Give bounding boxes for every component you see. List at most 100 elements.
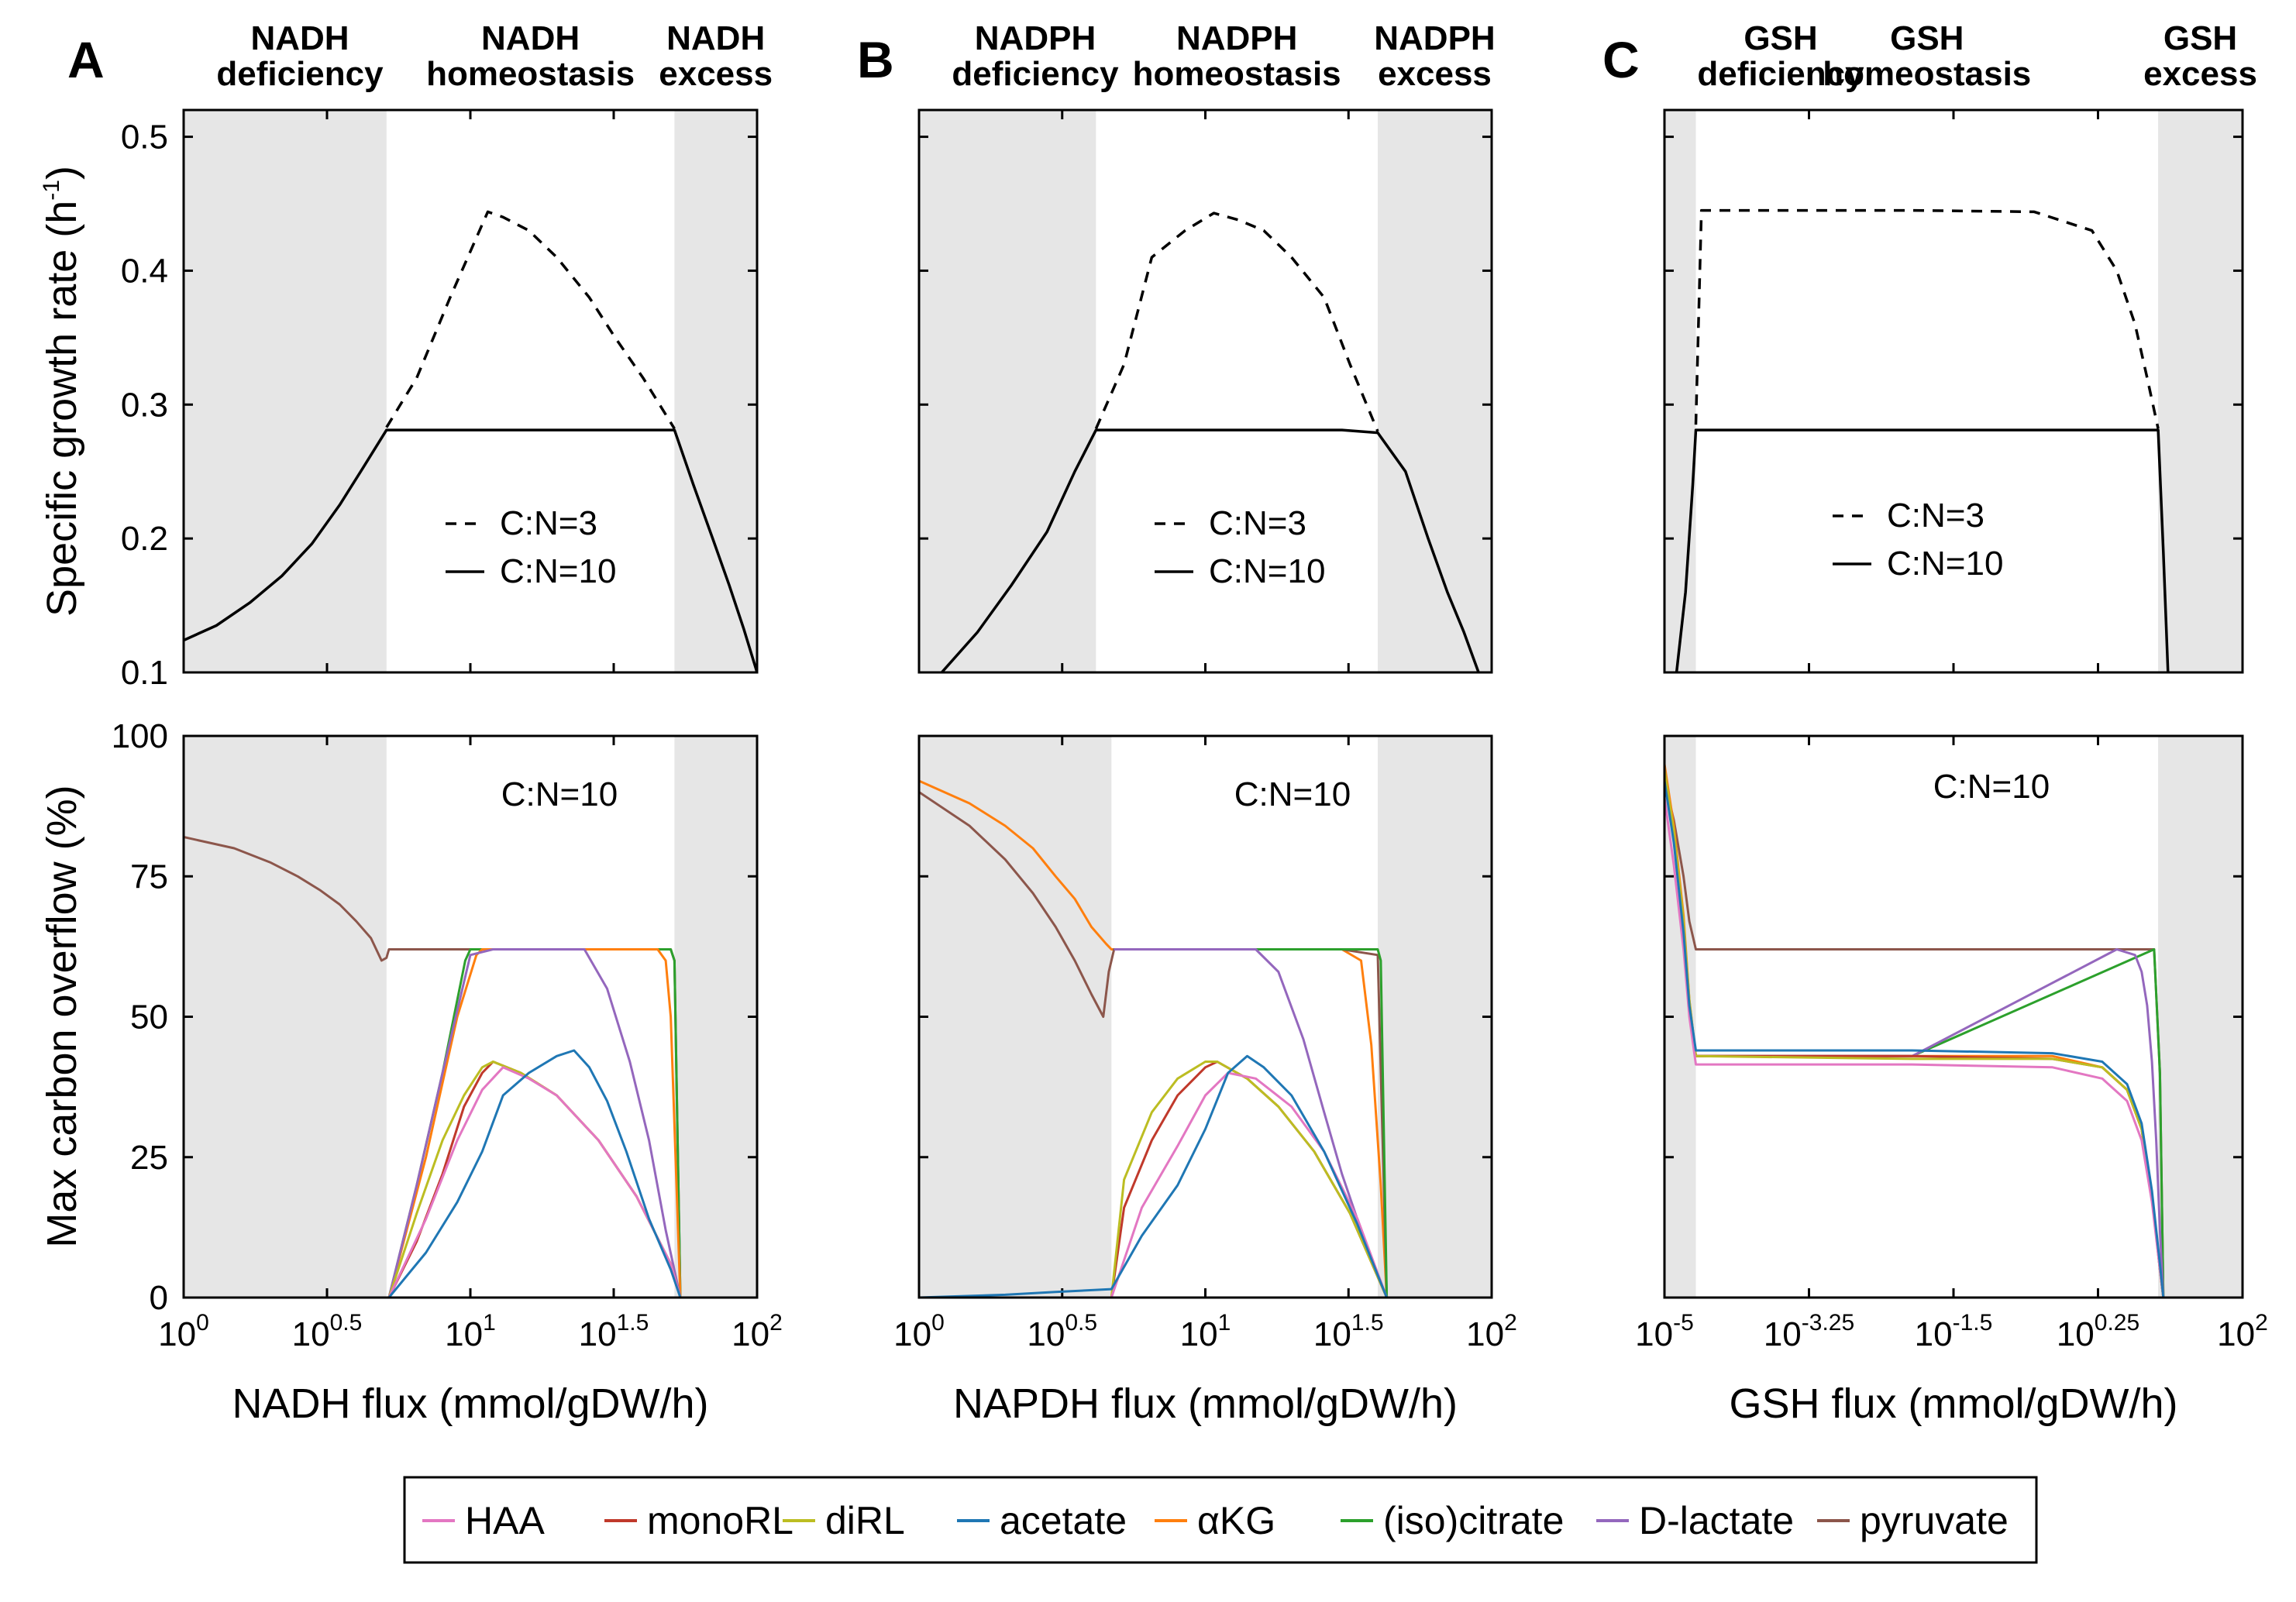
growth-rate-plot: C:N=3 C:N=10 — [917, 108, 1493, 674]
inset-cn-label: C:N=10 — [1234, 775, 1351, 813]
series-line-d-lactate — [387, 948, 682, 1298]
y-axis-title-overflow: Max carbon overflow (%) — [39, 785, 85, 1247]
x-tick-exponent: 0.25 — [2095, 1310, 2139, 1336]
series-line--kg — [919, 779, 1389, 1298]
panel-letter: A — [67, 31, 105, 88]
x-tick-base: 10 — [893, 1315, 931, 1353]
x-tick-exponent: 0 — [196, 1310, 209, 1336]
shaded-region — [1664, 110, 1696, 672]
legend-label: monoRL — [647, 1499, 793, 1542]
region-label-subtitle: deficiency — [216, 55, 384, 93]
region-label-subtitle: homeostasis — [1133, 55, 1341, 93]
x-tick-exponent: 1.5 — [617, 1310, 649, 1336]
x-tick-base: 10 — [1180, 1315, 1218, 1353]
growth-rate-plot: 0.1 0.2 0.3 0.4 0.5 C:N=3 C:N=10 — [121, 108, 759, 692]
region-label-title: GSH — [2163, 19, 2237, 57]
x-axis-title: GSH flux (mmol/gDW/h) — [1729, 1380, 2177, 1427]
y-tick-label: 50 — [130, 999, 168, 1036]
series-line-c-n-3 — [1094, 211, 1379, 432]
series-group — [184, 210, 757, 672]
shaded-region — [919, 110, 1096, 672]
y-axis-title-text: Specific growth rate (h — [39, 201, 85, 617]
x-tick-exponent: 1.5 — [1351, 1310, 1384, 1336]
panel-letter: B — [857, 31, 894, 88]
plot-frame — [917, 734, 1493, 1299]
shaded-region — [2158, 736, 2243, 1298]
x-tick-base: 10 — [2217, 1315, 2255, 1353]
series-line-acetate — [1664, 780, 2165, 1298]
series-group — [184, 836, 682, 1298]
series-line-c-n-10 — [940, 428, 1480, 672]
y-tick-label: 0.2 — [121, 520, 168, 558]
y-tick-label: 0 — [150, 1279, 168, 1317]
x-tick-exponent: -5 — [1673, 1310, 1694, 1336]
x-tick-label: 101.5 — [1313, 1310, 1384, 1353]
x-axis-title: NAPDH flux (mmol/gDW/h) — [953, 1380, 1458, 1427]
region-label-subtitle: deficiency — [1697, 55, 1864, 93]
series-line-acetate — [919, 1054, 1388, 1298]
plot-frame — [182, 108, 759, 674]
series-line-haa — [1110, 1071, 1389, 1298]
legend-label: C:N=3 — [1887, 497, 1984, 535]
x-tick-base: 10 — [292, 1315, 330, 1353]
legend-label: (iso)citrate — [1383, 1499, 1564, 1542]
x-tick-label: 100 — [158, 1310, 209, 1353]
x-tick-label: 100.5 — [1027, 1310, 1097, 1353]
series-line-c-n-3 — [385, 210, 676, 430]
x-tick-base: 10 — [731, 1315, 769, 1353]
legend-box — [403, 1476, 2038, 1564]
region-label-title: NADH — [481, 19, 580, 57]
x-tick-base: 10 — [1764, 1315, 1802, 1353]
panel-letter: C — [1602, 31, 1640, 88]
region-label-subtitle: excess — [659, 55, 773, 93]
region-label-subtitle: deficiency — [952, 55, 1119, 93]
x-tick-label: 100 — [893, 1310, 945, 1353]
y-tick-label: 100 — [112, 717, 168, 755]
region-label-subtitle: excess — [2143, 55, 2257, 93]
region-label-subtitle: homeostasis — [426, 55, 635, 93]
series-line-d-lactate — [1664, 769, 2165, 1298]
legend-label: acetate — [1000, 1499, 1127, 1542]
shaded-region — [184, 736, 387, 1298]
x-tick-label: 10-1.5 — [1915, 1310, 1993, 1353]
series-line--kg — [387, 948, 682, 1298]
x-tick-exponent: 0.5 — [330, 1310, 363, 1336]
y-tick-label: 25 — [130, 1139, 168, 1177]
x-tick-base: 10 — [1027, 1315, 1065, 1353]
x-tick-exponent: -3.25 — [1802, 1310, 1854, 1336]
x-tick-base: 10 — [579, 1315, 617, 1353]
shaded-region — [1377, 736, 1492, 1298]
shaded-region — [674, 736, 757, 1298]
region-label-title: GSH — [1744, 19, 1817, 57]
legend-label: diRL — [825, 1499, 905, 1542]
shaded-region — [184, 110, 387, 672]
series-group — [919, 779, 1389, 1298]
legend-label: C:N=3 — [1209, 504, 1306, 542]
x-tick-exponent: 1 — [483, 1310, 496, 1336]
panel-a: A NADHdeficiencyNADHhomeostasisNADHexcess… — [67, 19, 783, 1427]
x-tick-label: 10-5 — [1635, 1310, 1694, 1353]
series-line-dirl — [1664, 769, 2165, 1298]
y-axis-title-sup: -1 — [39, 180, 64, 201]
series-line-pyruvate — [1664, 780, 2165, 1298]
series-line--iso-citrate — [1114, 948, 1389, 1298]
series-line-acetate — [387, 1049, 682, 1298]
x-tick-label: 100.5 — [292, 1310, 363, 1353]
series-line-dirl — [1110, 1061, 1388, 1298]
y-tick-label: 0.5 — [121, 119, 168, 156]
legend-label: C:N=10 — [500, 552, 616, 590]
region-label-title: NADPH — [1176, 19, 1297, 57]
x-tick-base: 10 — [2057, 1315, 2095, 1353]
shaded-region — [919, 736, 1112, 1298]
y-tick-label: 75 — [130, 858, 168, 896]
shaded-region — [1377, 110, 1492, 672]
region-label-title: NADPH — [975, 19, 1096, 57]
legend-label: D-lactate — [1639, 1499, 1794, 1542]
y-axis-title-close: ) — [39, 166, 85, 180]
panel-b: B NADPHdeficiencyNADPHhomeostasisNADPHexc… — [857, 19, 1517, 1427]
x-axis-title: NADH flux (mmol/gDW/h) — [232, 1380, 708, 1427]
panel-c: C GSHdeficiencyGSHhomeostasisGSHexcessC:N… — [1602, 19, 2268, 1427]
x-tick-label: 102 — [2217, 1310, 2268, 1353]
x-tick-base: 10 — [1466, 1315, 1504, 1353]
